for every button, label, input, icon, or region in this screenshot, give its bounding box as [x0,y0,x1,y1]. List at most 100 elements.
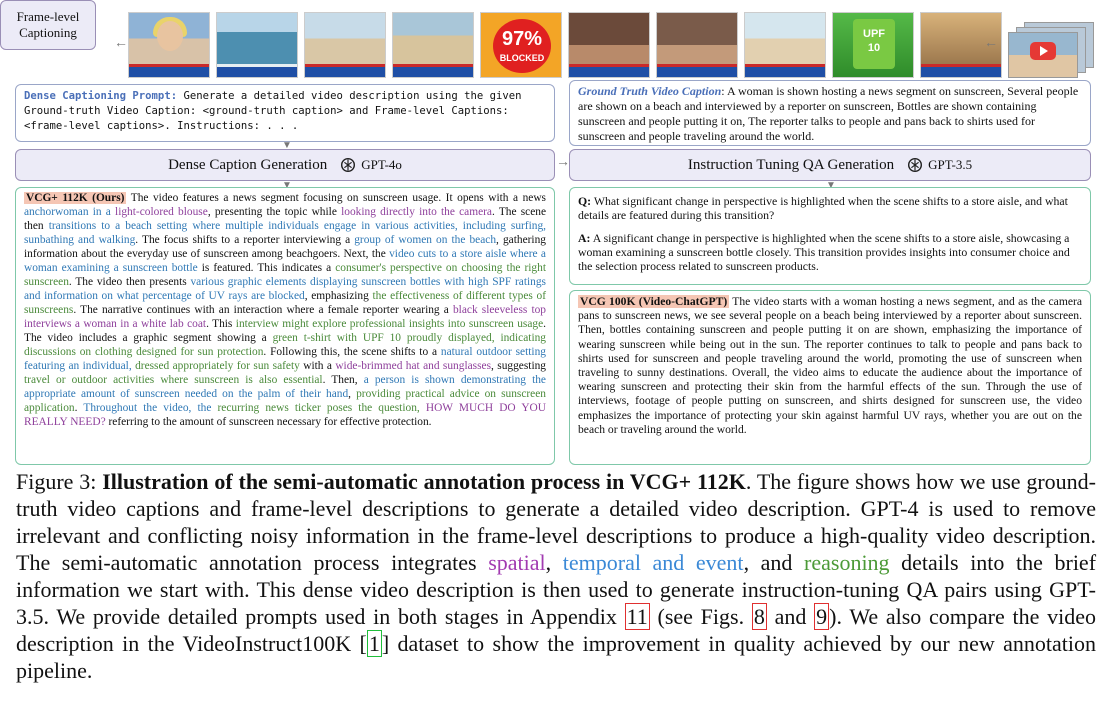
answer-text: A significant change in perspective is h… [578,231,1070,273]
description-segment: , [348,388,357,400]
dense-caption-generation-bar: Dense Caption Generation GPT-4o [15,149,555,181]
arrow-right-icon: → [556,155,570,170]
dense-captioning-prompt-box: Dense Captioning Prompt: Generate a deta… [15,84,555,142]
description-segment: . The narrative continues with an intera… [73,304,453,316]
upf-shirt-graphic: UPF 10 [853,19,895,69]
caption-text: ). We also compare the video description… [16,604,1097,656]
dense-bar-title: Dense Caption Generation [168,156,328,173]
description-segment: video cuts to a store aisle where a woma… [24,248,546,274]
qa-bar-title: Instruction Tuning QA Generation [687,156,895,173]
description-segment: , gathering information about the everyd… [24,234,546,260]
gt-label: Ground Truth Video Caption [578,84,722,98]
description-segment: the effectiveness of different types of … [24,290,546,316]
description-segment: . The video includes a graphic segment s… [24,318,546,344]
frame-thumbnail [744,12,826,78]
description-segment: black sleeveless top interviews a woman … [24,304,547,330]
description-segment: natural outdoor setting featuring an ind… [24,346,546,372]
frame-thumbnail [656,12,738,78]
caption-text: . The figure shows how we use ground-tru… [16,469,1096,575]
description-segment: , emphasizing [304,290,373,302]
frame-thumbnail: 97% BLOCKED [480,12,562,78]
description-segment: consumer's perspective on choosing the r… [24,262,546,288]
frame-thumbnail: UPF 10 [832,12,914,78]
arrow-down-icon: ▼ [282,180,292,191]
frame-thumbnail [216,12,298,78]
frame-thumbnail [392,12,474,78]
arrow-down-icon: ▼ [826,180,836,191]
description-segment: light-colored blouse [115,206,208,218]
vcg-plus-description-box: VCG+ 112K (Ours) The video features a ne… [15,187,555,465]
description-segment: various graphic elements displaying suns… [24,276,546,302]
ground-truth-caption-box: Ground Truth Video Caption: A woman is s… [569,80,1091,146]
vcg100k-tag: VCG 100K (Video-ChatGPT) [578,295,730,308]
caption-text: , and [743,550,805,575]
frame-thumbnail [920,12,1002,78]
caption-text: , [545,550,563,575]
caption-text: ] dataset to show the improvement in qua… [16,631,1096,683]
description-segment: . Following this, the scene shifts to a [263,346,441,358]
frame-thumbnail [304,12,386,78]
description-segment: a person is shown demonstrating the appr… [24,374,546,400]
description-segment: referring to the amount of sunscreen nec… [105,416,432,428]
video-stack-icon [1008,22,1096,78]
question-label: Q: [578,194,592,208]
description-segment: transitions to a beach setting where mul… [24,220,546,246]
description-segment: travel or outdoor activities where sunsc… [24,374,323,386]
uv-blocked-graphic: 97% BLOCKED [493,19,551,73]
description-segment: recurring news ticker poses the question… [217,402,426,414]
question-text: What significant change in perspective i… [578,194,1068,222]
vcg-description-text: The video features a news segment focusi… [24,192,546,428]
description-segment: . The scene then [24,206,547,232]
appendix-link[interactable]: 11 [624,603,650,630]
video-chatgpt-description-box: VCG 100K (Video-ChatGPT) The video start… [569,290,1091,465]
qa-pair-box: Q: What significant change in perspectiv… [569,187,1091,285]
dense-bar-model: GPT-4o [361,157,402,172]
vcg100k-text: The video starts with a woman hosting a … [578,295,1082,436]
caption-text: (see Figs. [649,604,752,629]
caption-prefix: Figure 3: [16,469,103,494]
description-segment: wide-brimmed hat and sunglasses [335,360,492,372]
description-segment: providing practical advice on sunscreen … [24,388,546,414]
frame-thumbnail [128,12,210,78]
openai-logo-icon [908,157,923,173]
description-segment: . This [206,318,236,330]
gt-text: : A woman is shown hosting a news segmen… [578,84,1079,143]
figure-link[interactable]: 8 [751,603,767,630]
description-segment: . The focus shifts to a reporter intervi… [135,234,355,246]
caption-reasoning: reasoning [804,550,890,575]
prompt-label: Dense Captioning Prompt: [24,90,178,102]
description-segment: looking directly into the camera [341,206,492,218]
description-segment: is featured. This indicates a [197,262,336,274]
caption-text: and [766,604,815,629]
figure-link[interactable]: 9 [814,603,830,630]
figure-caption: Figure 3: Illustration of the semi-autom… [16,468,1096,684]
caption-temporal: temporal and event [562,550,744,575]
vcg-tag: VCG+ 112K (Ours) [24,192,127,204]
description-segment: dressed appropriately for sun safety [135,360,300,372]
description-segment: anchorwoman in a [24,206,116,218]
description-segment: with a [299,360,336,372]
arrow-down-icon: ▼ [282,140,292,151]
frame-thumbnail [568,12,650,78]
caption-text: details into the brief information we st… [16,550,1097,629]
description-segment: The video features a news segment focusi… [126,192,546,204]
description-segment: group of women on the beach [354,234,497,246]
description-segment: . The video then presents [68,276,191,288]
description-segment: , suggesting [491,360,546,372]
arrow-left-icon: ← [984,36,998,51]
description-segment: interview might explore professional ins… [235,318,544,330]
caption-title: Illustration of the semi-automatic annot… [102,469,746,494]
description-segment: Throughout the video, the [83,402,218,414]
video-frames-strip: 97% BLOCKED UPF 10 [128,12,1006,78]
answer-label: A: [578,231,591,245]
arrow-left-icon: ← [114,36,128,51]
openai-logo-icon [341,157,356,173]
play-icon [1030,42,1056,60]
description-segment: , presenting the topic while [207,206,342,218]
frame-level-captioning-label: Frame-level Captioning [0,0,96,50]
description-segment: . Then, [322,374,364,386]
citation-link[interactable]: 1 [366,630,382,657]
description-segment: HOW MUCH DO YOU REALLY NEED? [24,402,547,428]
qa-bar-model: GPT-3.5 [928,157,973,172]
instruction-tuning-qa-bar: Instruction Tuning QA Generation GPT-3.5 [569,149,1091,181]
